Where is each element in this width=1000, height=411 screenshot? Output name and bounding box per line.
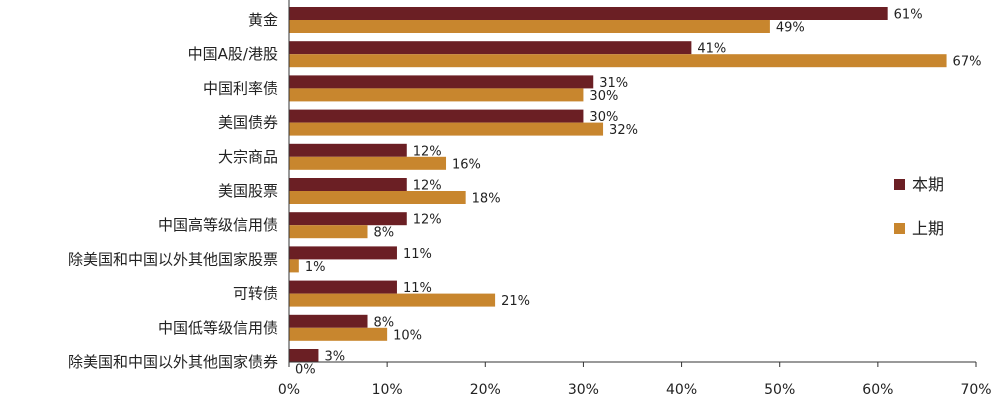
bar	[289, 143, 407, 157]
bar	[289, 293, 496, 307]
bar	[289, 246, 397, 260]
data-label: 3%	[324, 350, 345, 365]
bar	[289, 7, 888, 20]
data-label: 8%	[374, 315, 395, 330]
bar	[289, 156, 447, 170]
category-label: 大宗商品	[218, 148, 278, 166]
bar	[289, 75, 594, 89]
x-tick-label: 50%	[764, 382, 795, 398]
legend-swatch	[894, 223, 905, 234]
category-label: 黄金	[248, 11, 278, 29]
data-label: 41%	[697, 42, 726, 57]
bar	[289, 349, 319, 362]
x-tick-label: 60%	[862, 382, 893, 398]
data-label: 1%	[305, 260, 326, 275]
x-tick-label: 0%	[278, 382, 300, 398]
data-label: 30%	[589, 89, 618, 104]
x-tick-label: 40%	[666, 382, 697, 398]
bar	[289, 88, 584, 102]
bar	[289, 259, 299, 273]
bar	[289, 54, 947, 68]
bar	[289, 109, 584, 123]
data-label: 10%	[393, 328, 422, 343]
legend-label: 上期	[912, 219, 944, 238]
data-label: 0%	[295, 363, 316, 378]
category-label: 中国利率债	[203, 79, 278, 97]
bar	[289, 122, 604, 136]
data-label: 31%	[599, 76, 628, 91]
data-label: 12%	[413, 179, 442, 194]
bar	[289, 225, 368, 239]
data-label: 11%	[403, 281, 432, 296]
x-tick-label: 10%	[372, 382, 403, 398]
legend-label: 本期	[912, 175, 944, 194]
x-tick-label: 20%	[470, 382, 501, 398]
x-tick-label: 30%	[568, 382, 599, 398]
bar	[289, 191, 466, 204]
category-label: 除美国和中国以外其他国家股票	[68, 250, 278, 268]
category-label: 除美国和中国以外其他国家债券	[68, 353, 278, 371]
bar	[289, 314, 368, 328]
category-label: 美国股票	[218, 182, 278, 200]
data-label: 32%	[609, 123, 638, 138]
category-label: 中国A股/港股	[188, 45, 278, 63]
data-label: 67%	[953, 55, 982, 70]
data-label: 21%	[501, 294, 530, 309]
legend-swatch	[894, 179, 905, 190]
bar	[289, 41, 692, 55]
x-tick-label: 70%	[960, 382, 991, 398]
data-label: 61%	[894, 8, 923, 23]
data-label: 30%	[589, 110, 618, 125]
data-label: 8%	[374, 226, 395, 241]
bars-layer: 61%49%41%67%31%30%30%32%12%16%12%18%12%8…	[289, 7, 981, 378]
data-label: 18%	[472, 192, 501, 207]
category-label: 可转债	[233, 285, 278, 303]
bar	[289, 20, 770, 33]
category-label: 美国债券	[218, 114, 278, 132]
data-label: 12%	[413, 144, 442, 159]
bar	[289, 178, 407, 191]
data-label: 12%	[413, 213, 442, 228]
axis-layer: 黄金中国A股/港股中国利率债美国债券大宗商品美国股票中国高等级信用债除美国和中国…	[68, 0, 992, 398]
bar	[289, 212, 407, 226]
data-label: 49%	[776, 21, 805, 36]
bar	[289, 280, 397, 294]
data-label: 16%	[452, 157, 481, 172]
data-label: 11%	[403, 247, 432, 262]
bar	[289, 327, 388, 341]
category-label: 中国高等级信用债	[158, 216, 278, 234]
category-label: 中国低等级信用债	[158, 319, 278, 337]
